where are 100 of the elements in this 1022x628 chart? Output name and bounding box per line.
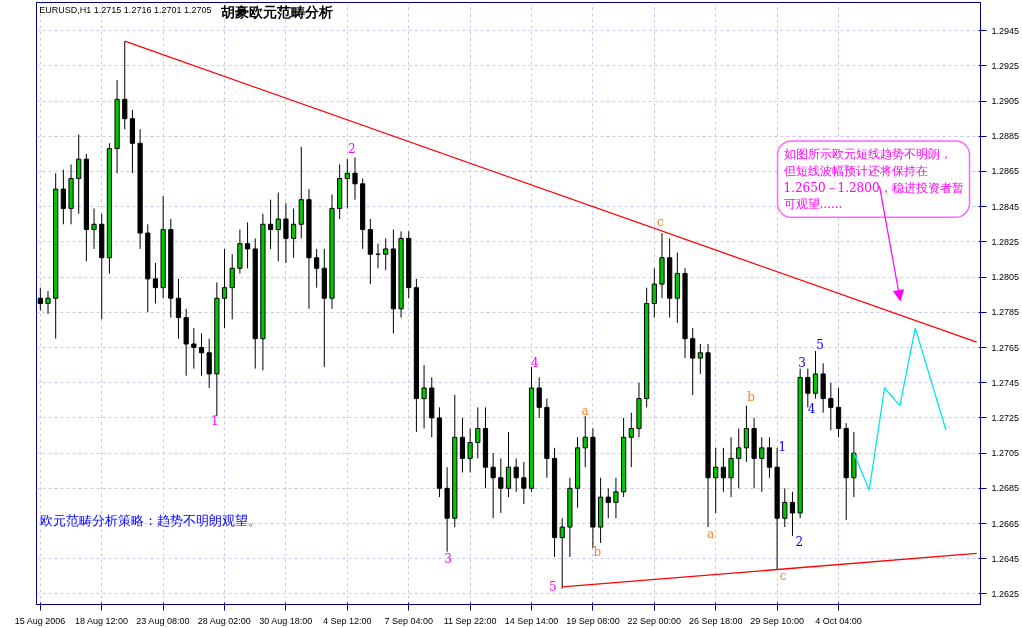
candlestick <box>37 287 43 312</box>
y-tick-label: 1.2905 <box>991 96 1020 107</box>
y-tick-label: 1.2645 <box>991 553 1020 564</box>
candlestick <box>175 278 182 340</box>
candlestick <box>76 134 82 215</box>
x-tick-label: 29 Sep 10:00 <box>750 615 804 626</box>
candlestick <box>229 253 235 320</box>
candlestick <box>283 202 289 264</box>
candlestick <box>743 405 750 463</box>
candlestick <box>690 327 696 396</box>
candlestick <box>759 436 765 493</box>
candlestick <box>728 436 734 498</box>
candlestick <box>812 350 819 400</box>
x-tick-label: 14 Sep 14:00 <box>504 615 559 626</box>
candlestick <box>314 248 320 289</box>
y-tick-label: 1.2865 <box>991 166 1020 177</box>
candlestick <box>828 382 834 431</box>
candlestick <box>191 327 197 370</box>
x-tick-label: 7 Sep 04:00 <box>384 615 433 626</box>
x-tick-label: 15 Aug 2006 <box>14 615 66 626</box>
candlestick <box>613 477 619 519</box>
y-tick-label: 1.2705 <box>991 448 1020 459</box>
annotation: 1 <box>778 439 787 454</box>
candlestick <box>459 417 466 473</box>
candlestick <box>498 457 504 514</box>
candlestick <box>383 237 389 271</box>
candlestick <box>521 461 527 505</box>
x-tick-label: 19 Sep 08:00 <box>566 615 620 626</box>
annotation: b <box>593 544 602 559</box>
candlestick <box>152 262 159 304</box>
y-tick-label: 1.2665 <box>991 518 1020 529</box>
annotation: b <box>747 390 756 405</box>
line-series <box>853 327 947 491</box>
candlestick <box>835 387 842 438</box>
candlestick <box>789 491 796 537</box>
candlestick <box>697 343 703 375</box>
annotation: 如图所示欧元短线趋势不明朗，但短线波幅预计还将保持在1.2650－1.2800，稳进投资者暂可观望...... <box>783 146 964 212</box>
annotation: 2 <box>795 534 804 549</box>
y-tick-label: 1.2725 <box>991 412 1020 423</box>
candlestick <box>206 338 212 389</box>
y-tick-label: 1.2885 <box>991 131 1020 142</box>
candlestick <box>766 436 773 479</box>
x-tick-label: 22 Sep 00:00 <box>627 615 682 626</box>
candlestick <box>713 447 719 514</box>
annotation: 欧元范畴分析策略：趋势不明朗观望。 <box>40 512 262 528</box>
y-tick-label: 1.2765 <box>991 342 1020 353</box>
y-tick-label: 1.2685 <box>991 483 1020 494</box>
candlestick <box>475 406 481 459</box>
annotation: 3 <box>444 551 452 566</box>
y-tick-label: 1.2785 <box>991 307 1020 318</box>
candlestick <box>559 517 565 590</box>
annotation: a <box>581 403 589 418</box>
candlestick <box>736 427 742 489</box>
chart-subtitle: EURUSD,H1 1.2715 1.2716 1.2701 1.2705 <box>39 4 212 15</box>
candlestick <box>45 290 51 315</box>
y-tick-label: 1.2745 <box>991 377 1020 388</box>
annotation: 2 <box>347 141 356 156</box>
annotation: 5 <box>816 337 824 352</box>
candlestick <box>490 452 496 519</box>
annotation: a <box>706 527 715 542</box>
candlestick <box>421 364 427 429</box>
x-tick-label: 18 Aug 12:00 <box>74 615 129 626</box>
y-tick-label: 1.2805 <box>991 272 1020 283</box>
candlestick <box>91 207 97 250</box>
annotation: c <box>779 568 787 583</box>
chart-title: 胡豪欧元范畴分析 <box>219 3 333 20</box>
y-tick-label: 1.2945 <box>991 25 1020 36</box>
annotation: 3 <box>798 355 806 370</box>
candlestick <box>275 192 281 262</box>
candlestick <box>628 412 634 468</box>
candlestick <box>505 431 512 498</box>
candlestick <box>720 447 726 493</box>
annotation: 4 <box>531 355 540 370</box>
x-tick-label: 30 Aug 18:00 <box>259 615 313 626</box>
y-tick-label: 1.2625 <box>991 588 1020 599</box>
candlestick <box>267 199 274 250</box>
candlestick <box>605 487 611 519</box>
x-tick-label: 4 Oct 04:00 <box>815 615 862 626</box>
candlestick <box>60 169 66 225</box>
x-tick-label: 23 Aug 08:00 <box>136 615 190 626</box>
annotation: 1 <box>211 413 219 428</box>
candlestick <box>198 332 205 377</box>
candlestick <box>513 457 519 493</box>
annotation: 4 <box>807 401 816 416</box>
candlestick <box>782 487 788 528</box>
candlestick <box>244 222 251 269</box>
annotation: c <box>657 214 665 229</box>
y-tick-label: 1.2845 <box>991 201 1020 212</box>
x-tick-label: 11 Sep 22:00 <box>443 615 497 626</box>
x-tick-label: 28 Aug 02:00 <box>197 615 251 626</box>
candlestick <box>582 415 588 468</box>
candlestick <box>221 248 228 329</box>
y-tick-label: 1.2825 <box>991 236 1020 247</box>
candlestick <box>536 376 542 419</box>
candlestick <box>122 40 128 130</box>
candlestick <box>344 158 350 209</box>
candlestick <box>352 156 358 201</box>
y-tick-label: 1.2925 <box>991 60 1020 71</box>
candlestick <box>467 427 473 473</box>
x-tick-label: 26 Sep 18:00 <box>688 615 743 626</box>
